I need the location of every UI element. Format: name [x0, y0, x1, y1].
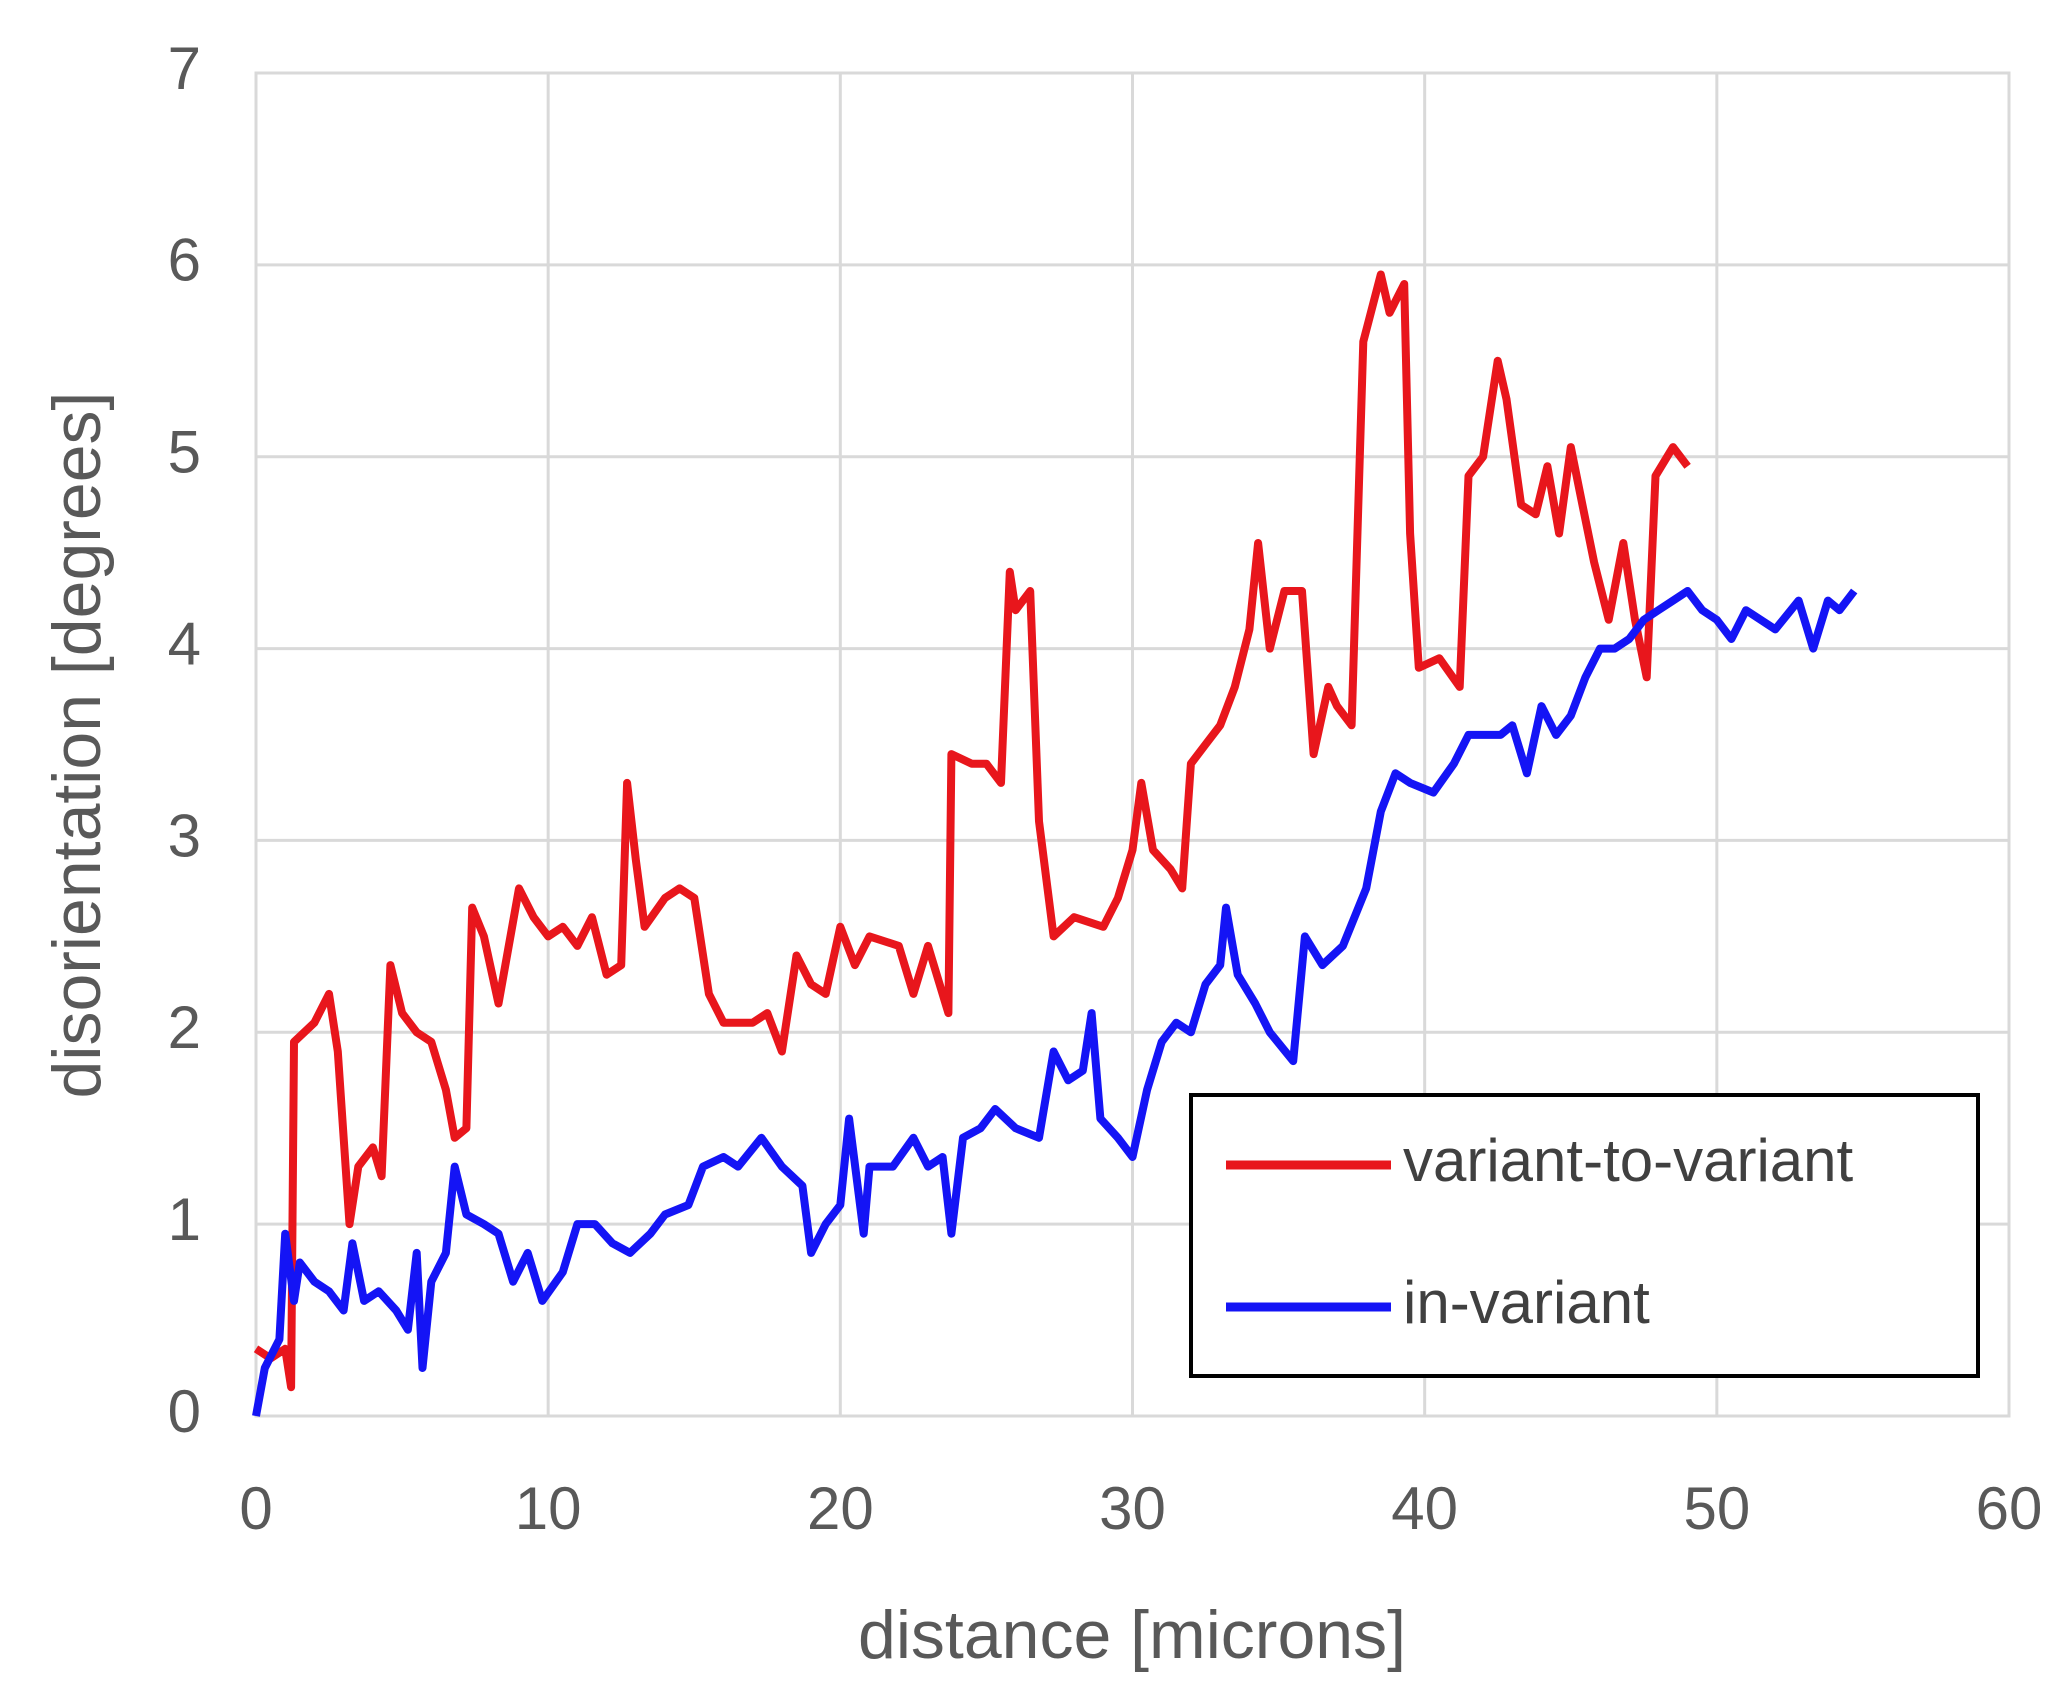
x-tick-label: 50: [1683, 1475, 1750, 1542]
data-line: [252, 587, 1858, 1417]
x-tick-label: 0: [239, 1475, 272, 1542]
x-axis-title: distance [microns]: [858, 1597, 1406, 1673]
x-tick-label: 30: [1099, 1475, 1166, 1542]
x-tick-label: 10: [515, 1475, 582, 1542]
data-line: [253, 270, 1691, 1392]
y-tick-label: 6: [168, 227, 201, 294]
y-tick-label: 0: [168, 1378, 201, 1445]
legend-box: [1189, 1093, 1980, 1378]
x-tick-label: 60: [1976, 1475, 2043, 1542]
y-axis-title: disorientation [degrees]: [39, 392, 115, 1099]
y-tick-label: 5: [168, 419, 201, 486]
y-tick-label: 4: [168, 610, 201, 677]
y-tick-label: 3: [168, 802, 201, 869]
x-tick-label: 20: [807, 1475, 874, 1542]
legend-label: variant-to-variant: [1403, 1127, 1854, 1194]
y-tick-label: 1: [168, 1186, 201, 1253]
plot-area: [254, 71, 2011, 1418]
y-tick-label: 7: [168, 35, 201, 102]
y-tick-label: 2: [168, 994, 201, 1061]
legend-label: in-variant: [1403, 1269, 1650, 1336]
x-tick-label: 40: [1391, 1475, 1458, 1542]
